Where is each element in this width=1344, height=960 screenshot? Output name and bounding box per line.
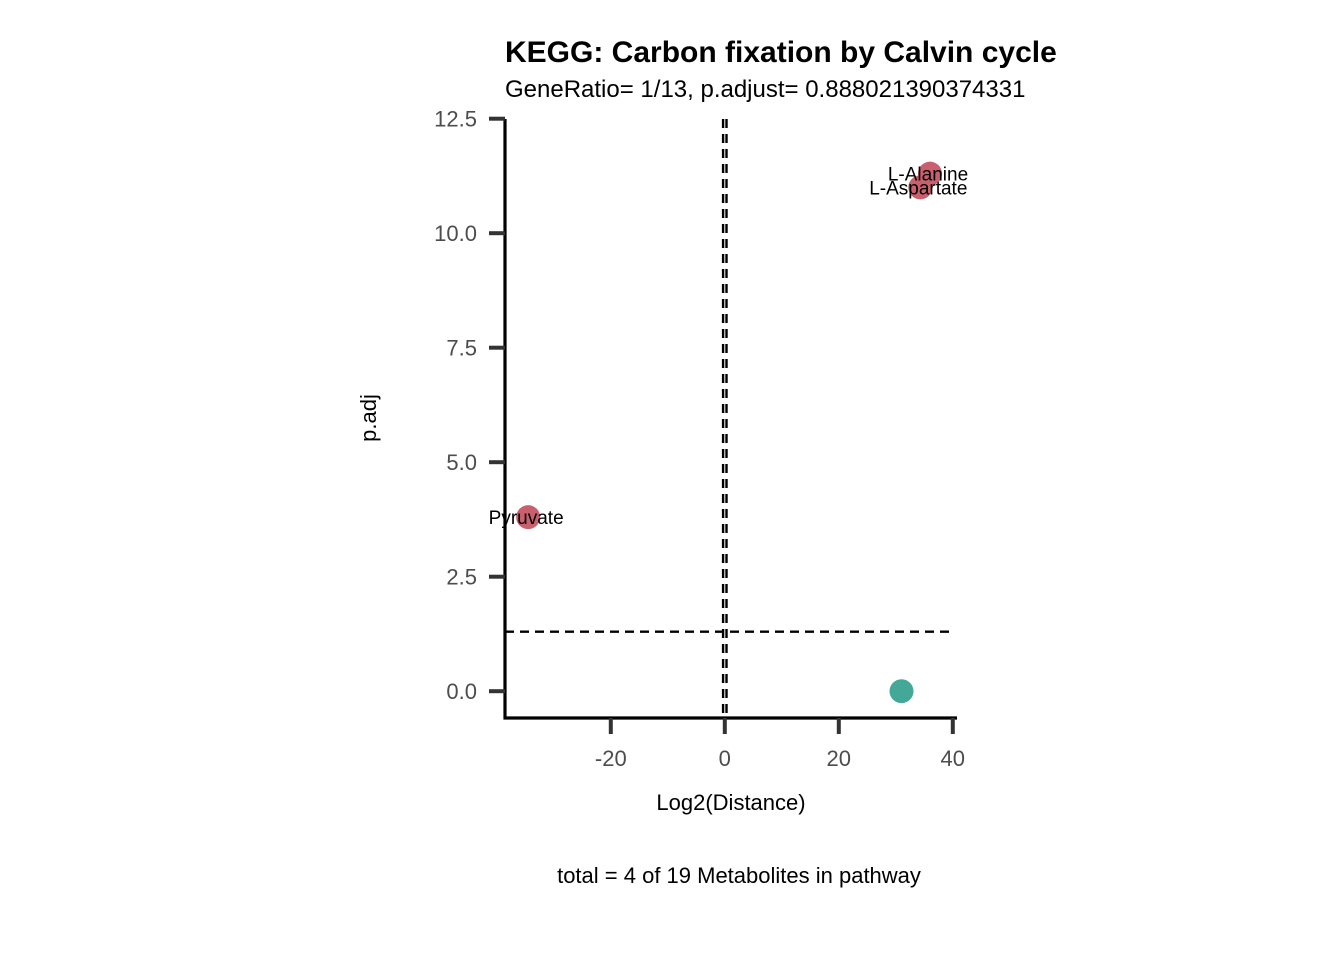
x-tick-label: 0 [719, 746, 731, 771]
y-tick-label: 7.5 [446, 336, 477, 361]
data-point [516, 505, 541, 530]
x-tick-label: 40 [941, 746, 965, 771]
data-points [516, 161, 942, 704]
y-tick-label: 5.0 [446, 450, 477, 475]
x-tick-label: 20 [827, 746, 851, 771]
reference-lines [505, 119, 950, 718]
data-point [889, 679, 914, 704]
y-tick-label: 2.5 [446, 565, 477, 590]
y-axis-title: p.adj [356, 394, 381, 442]
point-label: L-Aspartate [869, 178, 967, 199]
data-point [908, 175, 933, 200]
chart-subtitle: GeneRatio= 1/13, p.adjust= 0.88802139037… [505, 76, 1025, 103]
y-axis-ticks: 0.0 2.5 5.0 7.5 10.0 12.5 [434, 107, 505, 704]
chart-title: KEGG: Carbon fixation by Calvin cycle [505, 36, 1057, 69]
y-tick-label: 12.5 [434, 107, 477, 132]
point-label: L-Alanine [888, 165, 968, 186]
x-axis-title: Log2(Distance) [656, 790, 805, 815]
y-tick-label: 0.0 [446, 679, 477, 704]
x-axis-ticks: -20 0 20 40 [595, 718, 965, 771]
point-label: Pyruvate [489, 508, 564, 529]
x-tick-label: -20 [595, 746, 627, 771]
y-tick-label: 10.0 [434, 221, 477, 246]
axes [503, 119, 957, 720]
chart-caption: total = 4 of 19 Metabolites in pathway [557, 863, 921, 888]
